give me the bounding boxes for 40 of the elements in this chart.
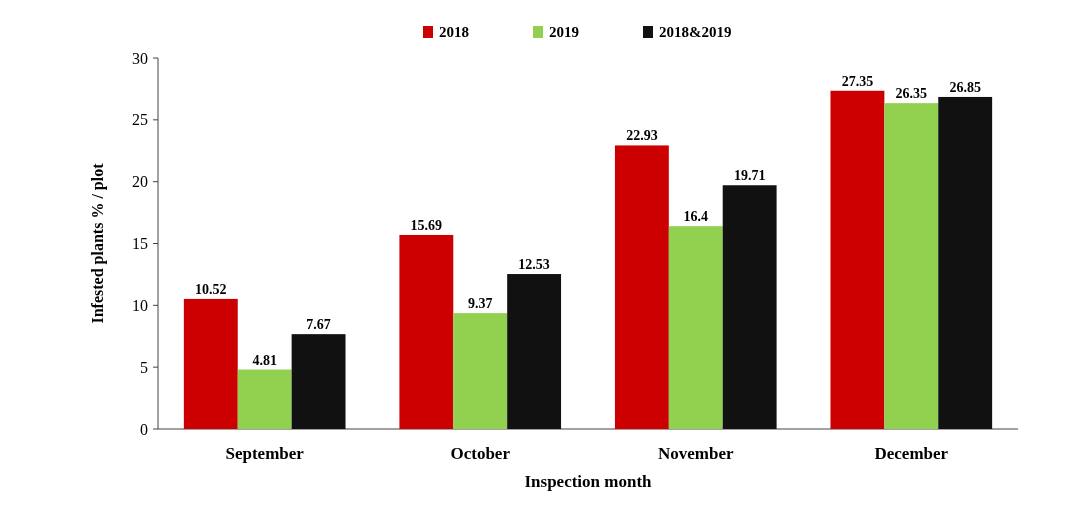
data-label: 27.35 (841, 73, 874, 89)
data-label: 16.4 (683, 209, 709, 225)
y-tick-label: 15 (132, 235, 148, 253)
data-label: 9.37 (467, 296, 493, 312)
legend-label: 2018&2019 (659, 24, 732, 41)
bar (453, 313, 508, 429)
data-label: 15.69 (410, 217, 443, 233)
bar (938, 96, 993, 429)
x-axis-title: Inspection month (524, 472, 653, 491)
data-label: 26.35 (895, 86, 928, 102)
data-label: 12.53 (518, 257, 550, 273)
bar (291, 334, 346, 429)
y-tick-label: 30 (132, 49, 148, 67)
legend-label: 2019 (549, 24, 579, 41)
bar (668, 226, 723, 429)
x-tick-label: November (658, 444, 734, 463)
x-tick-label: October (450, 444, 511, 463)
y-tick-label: 0 (140, 420, 148, 438)
y-axis-title: Infested plants % / plot (89, 162, 107, 324)
data-label: 26.85 (949, 79, 981, 95)
x-tick-label: September (225, 444, 305, 463)
bar (722, 185, 777, 429)
bar (183, 298, 238, 429)
data-label: 7.67 (306, 317, 331, 333)
bar (614, 145, 669, 429)
legend-label: 2018 (439, 24, 469, 41)
y-tick-label: 25 (132, 111, 148, 129)
data-label: 10.52 (195, 281, 227, 297)
bar (237, 369, 292, 429)
bar (399, 234, 454, 429)
y-tick-label: 5 (140, 358, 148, 376)
bar (507, 274, 562, 429)
data-label: 19.71 (733, 168, 766, 184)
data-label: 22.93 (626, 128, 658, 144)
data-label: 4.81 (252, 352, 277, 368)
y-tick-label: 20 (132, 173, 148, 191)
bar (884, 103, 939, 429)
x-tick-label: December (874, 444, 949, 463)
bar (830, 90, 885, 429)
y-tick-label: 10 (132, 296, 148, 314)
